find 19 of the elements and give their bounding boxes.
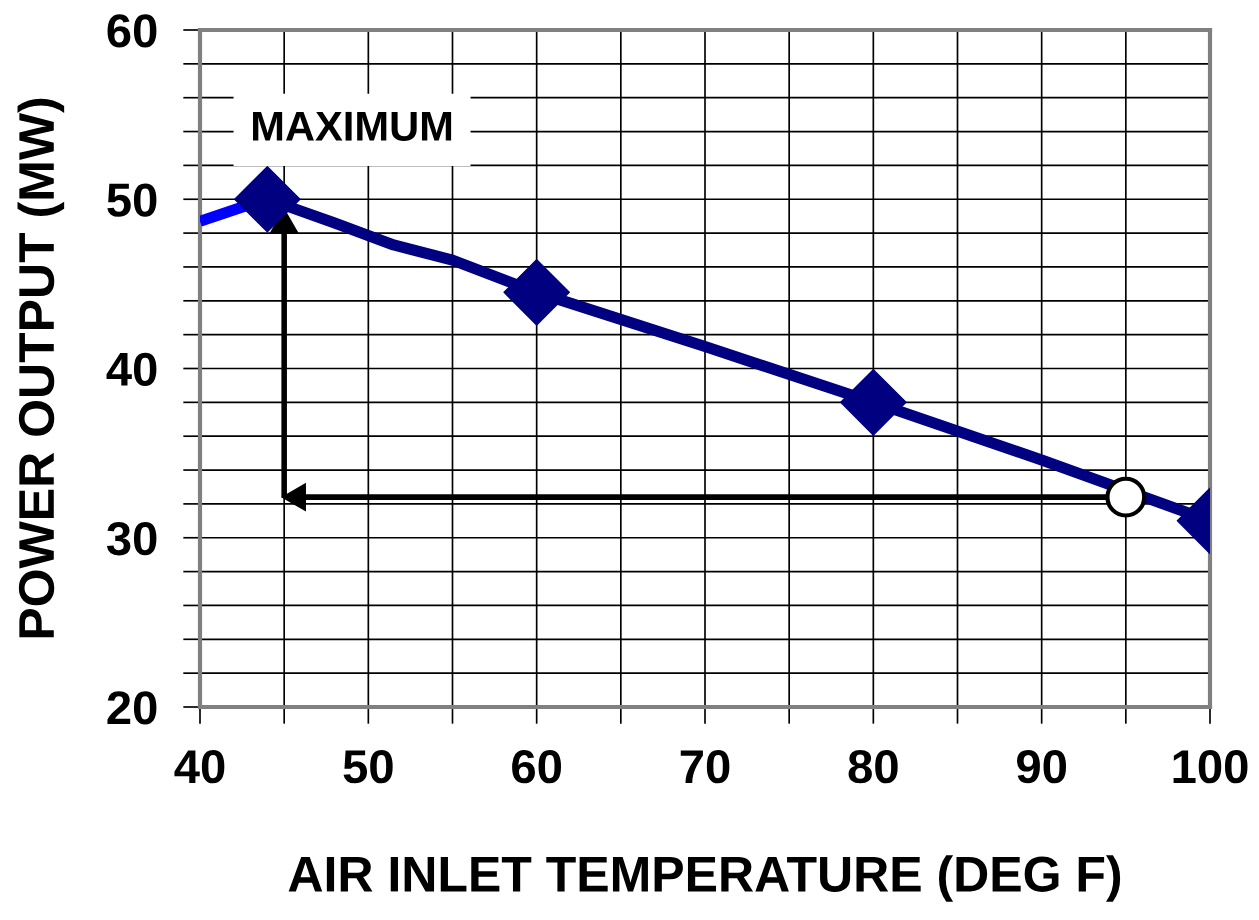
x-tick-label: 70 (680, 749, 730, 784)
point (234, 165, 301, 233)
point (503, 259, 570, 326)
x-axis-title: AIR INLET TEMPERATURE (DEG F) (288, 855, 1121, 902)
x-tick-label: 100 (1173, 749, 1248, 784)
y-tick-label: 40 (106, 352, 157, 387)
y-tick-label: 20 (107, 691, 157, 725)
point (1105, 476, 1147, 518)
y-tick-label: 30 (106, 521, 157, 556)
x-tick-label: 50 (343, 749, 393, 784)
point (840, 369, 907, 436)
y-axis-title: POWER OUTPUT (MW) (17, 98, 65, 638)
y-tick-label: 60 (107, 14, 157, 48)
x-tick-label: 80 (848, 749, 898, 784)
x-tick-label: 40 (174, 749, 225, 784)
y-tick-label: 50 (107, 183, 157, 217)
x-tick-label: 60 (512, 749, 561, 784)
x-tick-label: 90 (1017, 749, 1066, 784)
annotation: MAXIMUM (253, 111, 452, 141)
